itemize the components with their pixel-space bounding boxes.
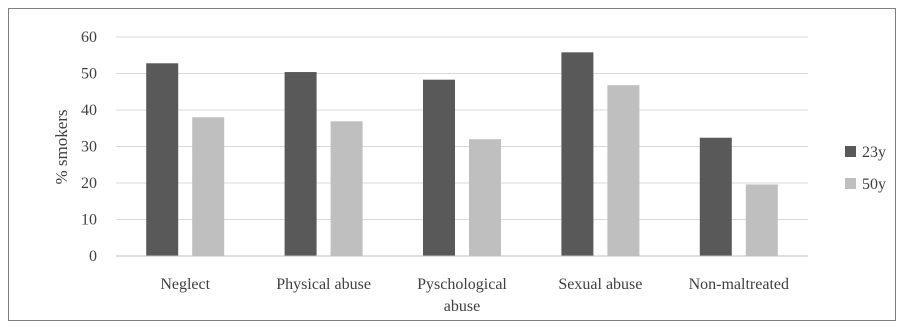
legend-label-50y: 50y: [862, 176, 886, 193]
x-category-label: abuse: [444, 298, 480, 315]
x-category-label: Pyschological: [417, 276, 507, 293]
bar-50y-2: [469, 139, 501, 256]
y-tick-label: 20: [81, 175, 97, 192]
y-tick-labels: 0 10 20 30 40 50 60: [81, 29, 97, 265]
bar-50y-0: [192, 117, 225, 256]
legend-swatch-23y: [845, 146, 856, 157]
x-category-labels: Neglect Physical abuse Pyschological abuse S…: [160, 276, 789, 315]
legend-swatch-50y: [845, 178, 856, 189]
legend-label-23y: 23y: [862, 144, 886, 161]
bar-23y-3: [561, 52, 594, 256]
y-tick-label: 10: [81, 212, 97, 229]
bar-50y-4: [745, 184, 778, 256]
bar-50y-1: [330, 121, 363, 256]
y-tick-label: 50: [81, 66, 97, 83]
bar-23y-4: [699, 137, 732, 256]
bar-50y-3: [607, 85, 640, 257]
x-category-label: Physical abuse: [276, 276, 371, 293]
y-axis-label: % smokers: [52, 109, 71, 184]
y-tick-label: 60: [81, 29, 97, 46]
x-category-label: Neglect: [160, 276, 210, 293]
bars: [146, 52, 778, 257]
x-category-label: Non-maltreated: [689, 276, 789, 293]
gridlines: [116, 36, 808, 220]
bar-23y-2: [423, 79, 455, 256]
legend: 23y 50y: [845, 144, 886, 193]
y-tick-label: 30: [81, 139, 97, 156]
bar-23y-0: [146, 63, 179, 256]
y-tick-label: 40: [81, 102, 97, 119]
y-tick-label: 0: [89, 248, 97, 265]
bar-23y-1: [284, 72, 317, 256]
x-category-label: Sexual abuse: [558, 276, 642, 293]
